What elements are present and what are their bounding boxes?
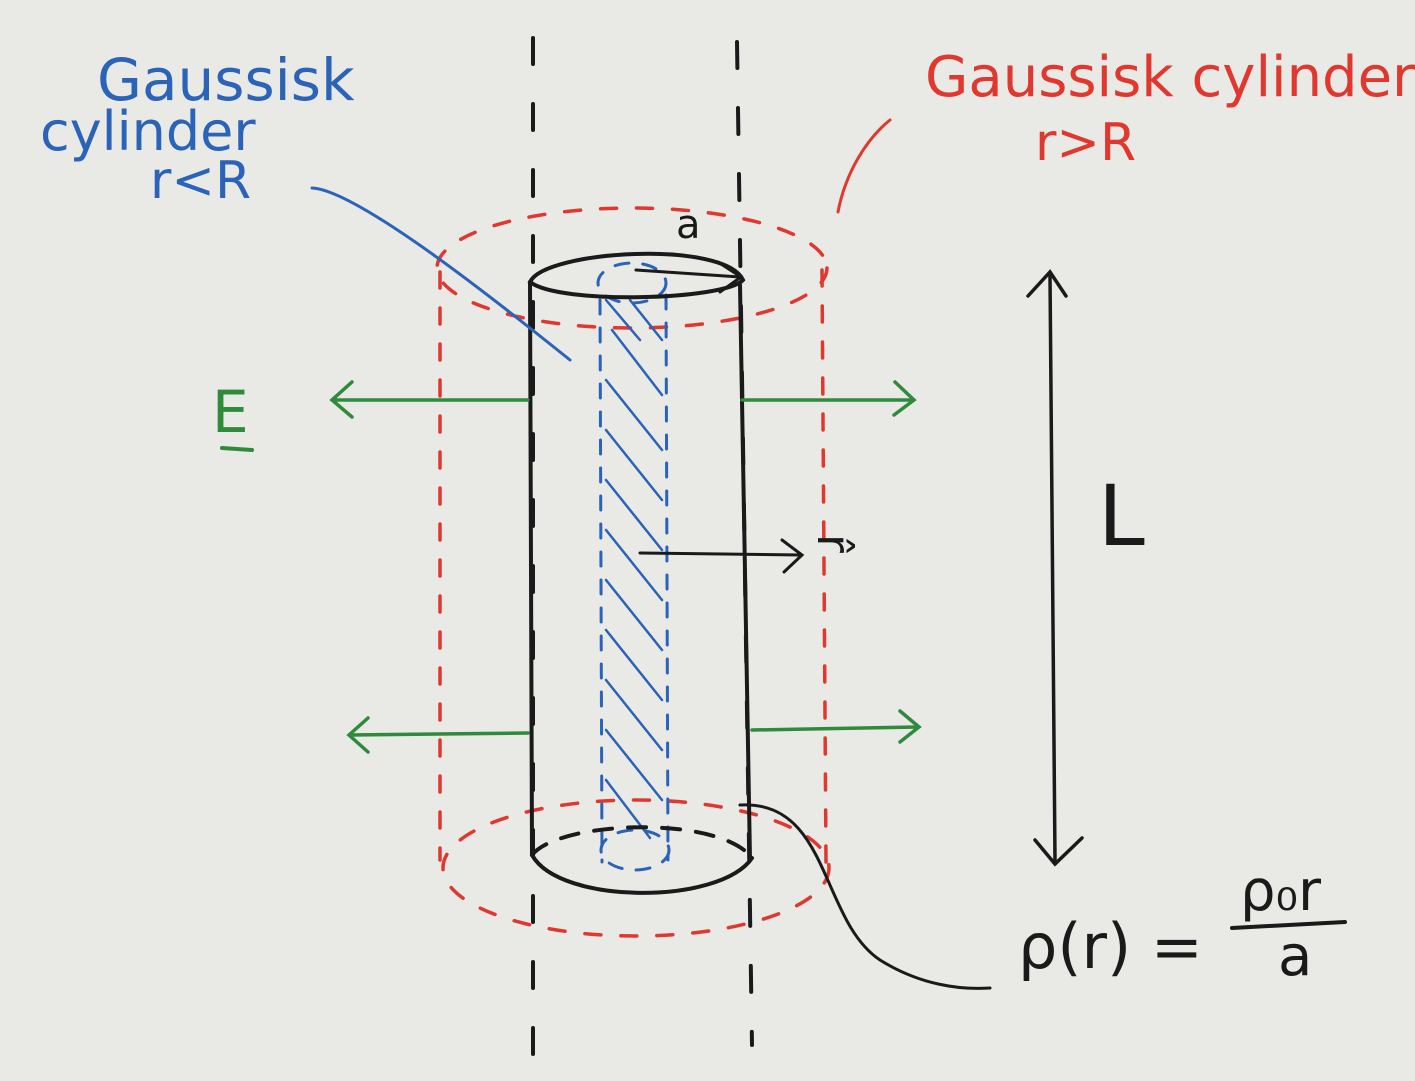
unit-vector-arrow — [638, 551, 802, 557]
outer-gaussian-cylinder — [435, 206, 831, 938]
unit-vector-arrowhead — [780, 538, 805, 574]
radius-arrowhead — [716, 260, 744, 294]
radius-label: a — [676, 202, 701, 248]
outer-label-leader — [836, 118, 892, 214]
inner-gaussian-cylinder — [596, 261, 671, 872]
inner-label-leader — [310, 186, 572, 362]
density-leader — [738, 803, 992, 990]
charged-cylinder-bottom-front — [530, 853, 754, 895]
inner-cylinder-right-side — [664, 293, 670, 862]
inner-cylinder-hatching — [604, 298, 664, 840]
outer-title-label: Gaussisk cylinder — [925, 45, 1415, 110]
outer-condition-label: r>R — [1035, 113, 1136, 173]
length-arrow — [1026, 269, 1084, 867]
outer-cylinder-top — [435, 206, 829, 330]
field-arrow-lower-right — [750, 725, 920, 732]
outer-cylinder-right-side — [820, 268, 828, 864]
inner-cylinder-left-side — [598, 298, 604, 864]
charged-cylinder-bottom-back — [530, 825, 754, 860]
charged-cylinder — [527, 251, 805, 895]
radius-arrow — [634, 268, 742, 279]
charged-cylinder-right-side — [738, 283, 752, 862]
length-label: L — [1098, 467, 1145, 565]
density-lhs-label: ρ(r) = — [1018, 910, 1203, 983]
unit-vector-label: r̂ — [807, 534, 861, 554]
field-label-underline — [220, 446, 254, 452]
inner-subtitle-label: cylinder — [40, 100, 256, 163]
density-fraction-bar — [1230, 920, 1347, 930]
charged-cylinder-top-ellipse — [527, 251, 746, 300]
density-denominator-label: a — [1278, 924, 1312, 989]
charged-cylinder-left-side — [528, 280, 534, 857]
inner-cylinder-bottom — [599, 828, 671, 872]
field-label: E — [212, 378, 249, 446]
inner-condition-label: r<R — [150, 151, 251, 211]
field-arrows — [329, 380, 922, 754]
field-arrow-lower-left — [348, 731, 530, 737]
inner-title-label: Gaussisk — [97, 46, 355, 114]
outer-cylinder-bottom — [441, 798, 831, 938]
density-numerator-label: ρ₀r — [1240, 859, 1322, 924]
